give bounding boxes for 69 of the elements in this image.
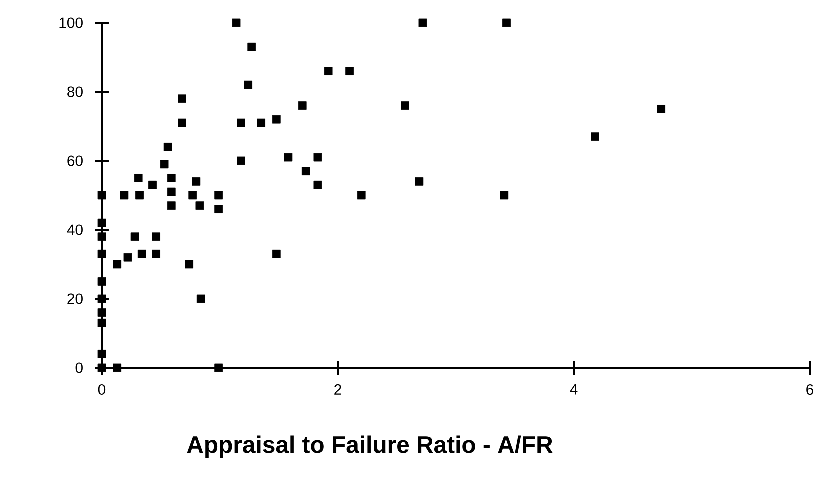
- point: [152, 232, 160, 242]
- point: [314, 153, 322, 162]
- point: [113, 364, 122, 372]
- point: [272, 250, 281, 258]
- point: [136, 191, 144, 200]
- point: [196, 294, 206, 304]
- point: [357, 191, 366, 200]
- point: [167, 202, 176, 210]
- point: [214, 205, 224, 214]
- y-tick-label: 40: [67, 224, 83, 236]
- point: [188, 191, 198, 200]
- y-tick-label: 60: [68, 156, 83, 166]
- point: [120, 191, 129, 200]
- point: [98, 278, 106, 286]
- point: [502, 18, 511, 28]
- point: [178, 118, 186, 128]
- y-tick-label: 100: [60, 18, 83, 28]
- y-tick-label: 80: [68, 86, 83, 98]
- point: [298, 102, 307, 110]
- point: [272, 115, 281, 124]
- point: [237, 118, 246, 128]
- point: [98, 318, 106, 328]
- point: [237, 156, 246, 166]
- point: [160, 160, 169, 169]
- x-axis-title: Appraisal to Failure Ratio - A/FR: [187, 436, 553, 458]
- x-tick-label: 4: [570, 384, 578, 395]
- point: [401, 102, 410, 110]
- point: [284, 153, 293, 162]
- point: [164, 143, 172, 152]
- point: [418, 18, 428, 28]
- point: [324, 67, 333, 76]
- point: [98, 250, 106, 258]
- point: [178, 94, 186, 104]
- point: [148, 180, 157, 190]
- point: [500, 191, 509, 200]
- point: [113, 260, 122, 269]
- point: [98, 350, 106, 358]
- point: [152, 250, 160, 258]
- point: [98, 308, 106, 317]
- point: [314, 180, 322, 190]
- point: [167, 188, 176, 196]
- point: [214, 191, 224, 200]
- point: [98, 232, 106, 242]
- x-tick-label: 6: [806, 384, 814, 396]
- point: [415, 178, 424, 186]
- point: [244, 80, 253, 90]
- point: [657, 105, 666, 114]
- point: [302, 167, 310, 176]
- point: [134, 174, 143, 182]
- point: [232, 18, 241, 28]
- point: [346, 67, 354, 76]
- point: [192, 178, 201, 186]
- point: [98, 191, 106, 200]
- point: [185, 260, 194, 269]
- point: [130, 232, 140, 242]
- y-tick-label: 20: [68, 294, 83, 304]
- point: [248, 42, 256, 52]
- point: [138, 250, 146, 258]
- point: [196, 202, 204, 210]
- point: [124, 253, 132, 262]
- point: [591, 132, 600, 142]
- point: [167, 174, 176, 182]
- x-tick-label: 2: [334, 384, 342, 395]
- y-tick-label: 0: [76, 362, 83, 374]
- point: [214, 364, 224, 372]
- point: [98, 294, 106, 304]
- x-tick-label: 0: [98, 384, 106, 396]
- point: [257, 118, 266, 128]
- point: [98, 218, 106, 228]
